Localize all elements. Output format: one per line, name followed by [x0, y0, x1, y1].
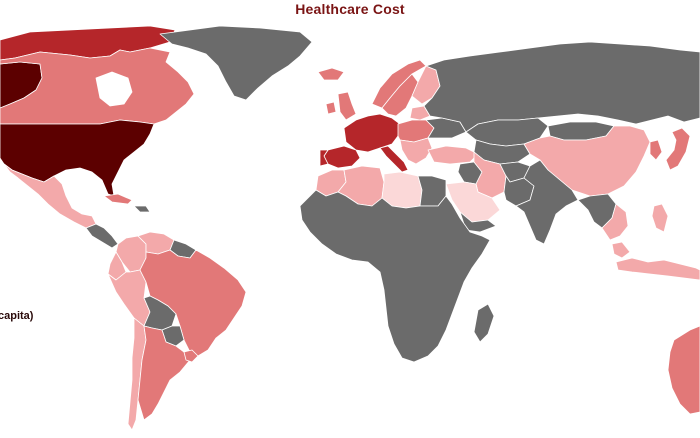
region-malaysia[interactable] [611, 241, 631, 259]
region-iceland[interactable] [317, 67, 345, 81]
region-hudson-bay [95, 71, 133, 107]
region-indonesia[interactable] [615, 257, 700, 281]
region-united-kingdom[interactable] [337, 91, 357, 121]
legend-label: capita) [0, 310, 34, 322]
region-cuba[interactable] [103, 193, 133, 205]
region-india[interactable] [515, 159, 579, 245]
region-russia[interactable] [423, 41, 700, 133]
region-portugal[interactable] [319, 149, 329, 167]
region-sub-saharan-africa[interactable] [299, 189, 491, 363]
region-saudi-arabia[interactable] [445, 181, 501, 223]
region-italy[interactable] [379, 145, 409, 173]
region-philippines[interactable] [651, 203, 669, 233]
region-thailand[interactable] [601, 203, 629, 241]
region-uruguay[interactable] [183, 349, 199, 363]
region-caribbean[interactable] [133, 205, 151, 213]
region-madagascar[interactable] [473, 303, 495, 343]
region-australia[interactable] [667, 325, 700, 415]
map-title: Healthcare Cost [295, 1, 405, 17]
region-baltics[interactable] [409, 105, 431, 121]
region-argentina[interactable] [137, 325, 191, 421]
region-balkans[interactable] [399, 137, 433, 165]
region-ireland[interactable] [325, 101, 337, 115]
region-mexico[interactable] [3, 163, 97, 229]
region-greenland[interactable] [159, 25, 313, 101]
region-korea[interactable] [649, 139, 663, 161]
region-japan[interactable] [665, 127, 691, 171]
